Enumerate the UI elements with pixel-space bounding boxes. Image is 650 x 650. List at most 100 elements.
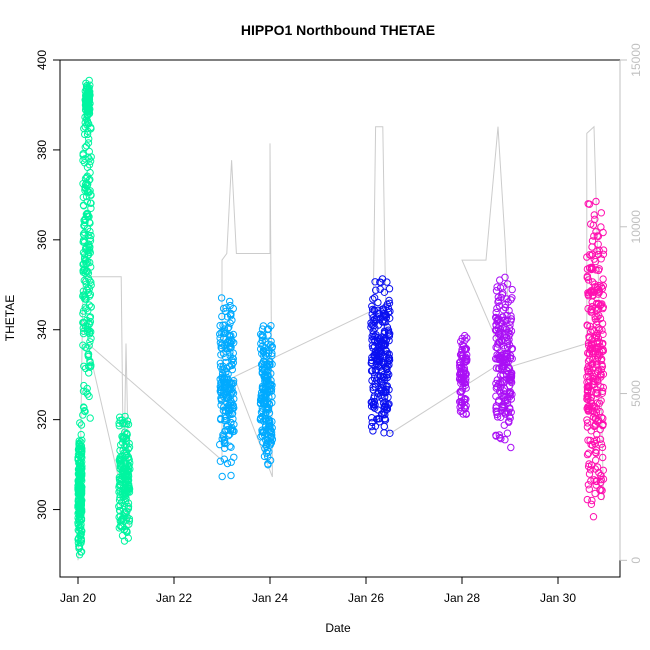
data-point [583, 450, 592, 459]
data-point [597, 365, 606, 374]
data-point [584, 481, 593, 489]
data-point [77, 421, 86, 429]
data-point [86, 219, 94, 227]
data-point [492, 404, 500, 412]
data-point [116, 455, 124, 463]
data-point [80, 231, 88, 240]
data-point [86, 175, 94, 184]
x-tick-label: Jan 28 [444, 591, 480, 605]
data-point [229, 427, 237, 436]
data-point [368, 336, 376, 344]
data-point [368, 302, 376, 310]
data-point [76, 510, 84, 518]
data-point [589, 221, 597, 229]
data-point [122, 437, 131, 445]
data-point [225, 343, 234, 351]
data-point [503, 351, 511, 359]
data-point [80, 222, 88, 230]
data-point [116, 482, 124, 490]
data-point [598, 443, 607, 452]
data-point [85, 91, 94, 100]
data-point [463, 334, 471, 342]
data-point [74, 465, 83, 474]
data-point [86, 338, 94, 346]
data-point [77, 535, 85, 543]
data-point [79, 151, 87, 159]
data-point [86, 414, 94, 422]
data-point [599, 453, 607, 462]
series-5 [583, 197, 608, 521]
data-point [499, 379, 507, 387]
data-point [590, 422, 598, 431]
data-point [456, 388, 464, 396]
data-point [85, 301, 94, 309]
data-point [583, 253, 591, 261]
data-point [267, 341, 275, 349]
data-point [225, 362, 234, 370]
data-point [83, 117, 92, 125]
data-point [588, 243, 596, 251]
altitude-trace-layer [77, 125, 605, 561]
data-point [593, 312, 601, 321]
data-point [507, 408, 515, 416]
data-point [75, 507, 83, 515]
data-point [459, 410, 467, 418]
data-point [87, 334, 95, 343]
y-tick-label-left: 300 [35, 499, 49, 519]
data-point [590, 232, 598, 240]
data-point [226, 410, 234, 419]
data-point [75, 468, 84, 477]
data-point [492, 343, 500, 352]
data-point [507, 312, 515, 320]
data-point [86, 277, 94, 285]
data-point [77, 530, 85, 538]
data-point [595, 468, 603, 477]
data-point [124, 420, 133, 429]
data-point [219, 304, 228, 313]
data-point [503, 295, 511, 303]
data-point [369, 400, 378, 408]
data-point [505, 336, 513, 344]
data-point [216, 321, 224, 330]
data-point [85, 96, 94, 104]
data-point [261, 436, 270, 444]
data-point [594, 240, 602, 248]
data-point [493, 304, 501, 313]
data-point [506, 376, 514, 384]
data-point [592, 414, 600, 423]
data-point [85, 242, 93, 250]
data-point [379, 381, 387, 390]
data-point [257, 395, 265, 403]
data-point [75, 440, 84, 449]
data-point [462, 384, 470, 392]
data-point [86, 313, 95, 321]
data-point [267, 376, 275, 385]
data-point [380, 341, 389, 350]
data-point [593, 390, 602, 398]
data-point [587, 394, 595, 402]
data-point [226, 352, 234, 360]
data-point [115, 419, 123, 427]
data-point [459, 373, 468, 381]
data-point [502, 358, 510, 367]
data-point [267, 337, 275, 346]
data-point [82, 210, 91, 219]
data-point [87, 281, 95, 289]
data-point [378, 318, 387, 326]
data-point [584, 403, 592, 411]
data-point [595, 399, 604, 407]
data-point [83, 390, 92, 398]
data-point [221, 417, 229, 425]
data-point [229, 354, 237, 363]
data-point [220, 334, 228, 342]
data-point [372, 286, 380, 294]
data-point [78, 436, 86, 444]
data-point [371, 278, 379, 286]
data-point [588, 278, 597, 286]
data-point [458, 346, 466, 354]
data-point [599, 228, 607, 237]
data-point [261, 386, 270, 394]
y-tick-label-left: 360 [35, 229, 49, 249]
data-point [218, 340, 227, 348]
data-point [592, 228, 600, 236]
